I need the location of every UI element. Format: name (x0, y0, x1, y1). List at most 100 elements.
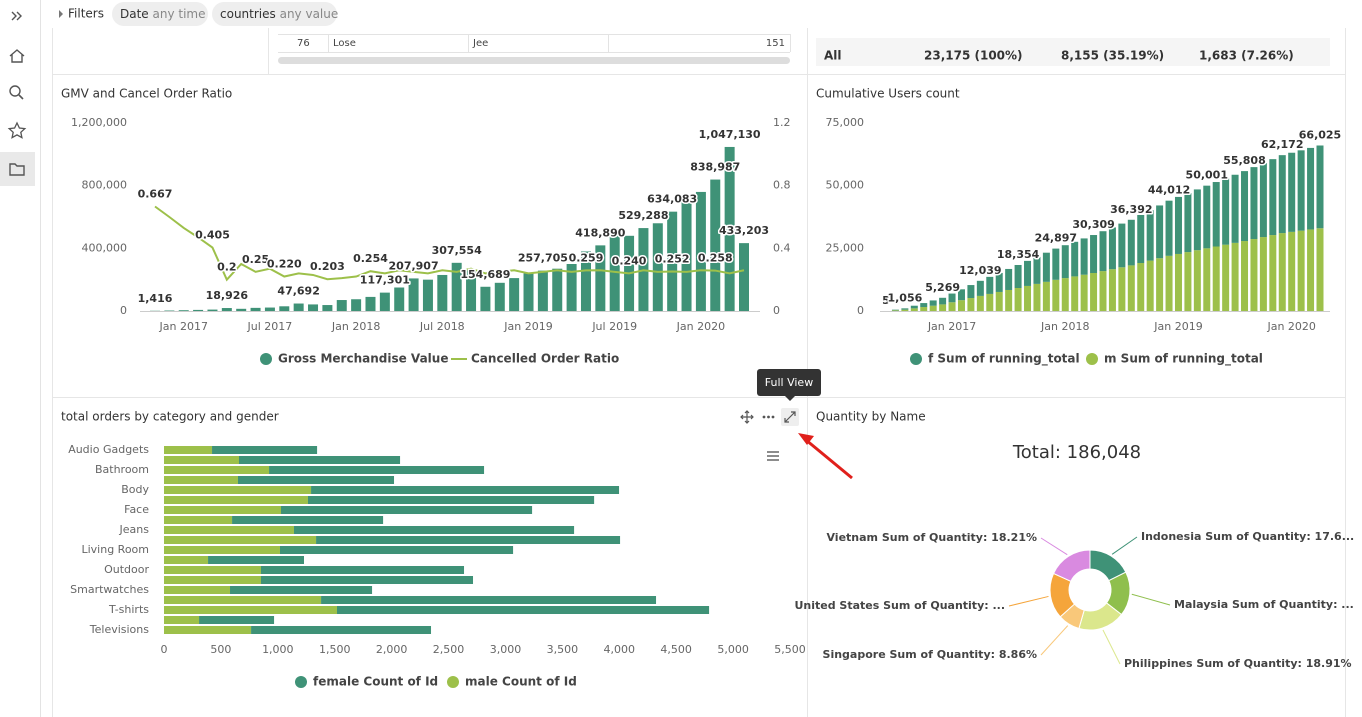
tooltip (757, 369, 821, 396)
bar-segment (164, 566, 261, 574)
bar-segment (199, 616, 275, 624)
data-label: 0.203 (310, 260, 345, 273)
bar-segment (1108, 269, 1116, 311)
bar (264, 307, 275, 311)
legend-marker (1086, 353, 1098, 365)
bar-segment (1061, 278, 1069, 311)
bar-segment (1033, 283, 1041, 311)
filters-label[interactable]: Filters (68, 7, 104, 21)
search-icon[interactable] (9, 85, 24, 100)
bar-segment (164, 456, 240, 464)
x-tick-label: 4,000 (604, 643, 636, 656)
bar-segment (1156, 205, 1164, 259)
chip-text[interactable]: countries any value (220, 7, 338, 21)
legend-label: f Sum of running_total (928, 352, 1080, 367)
bar-segment (311, 486, 620, 494)
expand-icon[interactable] (11, 11, 22, 21)
sidebar (0, 0, 40, 717)
bar-segment (1165, 255, 1173, 311)
total: Total: 186,048 (1012, 442, 1141, 463)
x-tick-label: 4,500 (660, 643, 692, 656)
scrollbar[interactable] (278, 57, 790, 64)
bar (207, 309, 218, 311)
bar (236, 308, 247, 311)
bar-segment (1099, 231, 1107, 272)
bar-segment (1193, 250, 1201, 311)
chip-value[interactable]: any value (280, 7, 339, 21)
bar-segment (1212, 182, 1220, 247)
bar-segment (293, 526, 575, 534)
leader-line (1131, 593, 1171, 606)
bar-segment (920, 307, 928, 311)
bar-segment (164, 556, 209, 564)
bar (739, 243, 749, 311)
y-tick-label: 25,000 (826, 241, 865, 254)
y-tick-label: Jeans (119, 523, 150, 536)
bar-segment (1005, 268, 1013, 290)
bar (408, 278, 419, 311)
y-tick-label: Outdoor (104, 563, 149, 576)
bar-segment (1052, 279, 1060, 311)
bar-segment (1014, 264, 1022, 288)
chip-value[interactable]: any time (153, 7, 206, 21)
bar-segment (1269, 159, 1277, 236)
chip-name[interactable]: countries (220, 7, 276, 21)
filter-caret[interactable] (59, 10, 63, 18)
more-icon[interactable] (762, 415, 775, 419)
bar-segment (1014, 287, 1022, 311)
bar-segment (910, 308, 918, 311)
bar-segment (1033, 256, 1041, 284)
chip-text[interactable]: Date any time (120, 7, 206, 21)
tooltip-pointer (785, 396, 795, 401)
bar-segment (1193, 189, 1201, 251)
y-tick-label: Face (124, 503, 149, 516)
bar-segment (1288, 231, 1296, 311)
leader-line (1008, 595, 1049, 607)
y-tick-label: 1,200,000 (71, 116, 127, 129)
bar-segment (164, 606, 338, 614)
chart-title: Cumulative Users count (816, 87, 960, 101)
leader-line (1111, 536, 1138, 555)
bar-segment (1259, 237, 1267, 311)
chart-menu-icon[interactable] (767, 451, 779, 461)
bar-segment (164, 526, 294, 534)
full-view-icon[interactable] (784, 411, 796, 423)
bar-segment (1174, 196, 1182, 254)
tooltip-text: Full View (765, 376, 813, 389)
move-icon[interactable] (740, 410, 754, 424)
bar-segment (1108, 227, 1116, 270)
bar (365, 296, 376, 311)
bar-segment (939, 297, 947, 305)
filter-chip[interactable] (112, 2, 208, 26)
x-tick-label: 3,500 (547, 643, 579, 656)
bar-segment (1099, 271, 1107, 311)
bar-segment (1052, 248, 1060, 280)
bar-segment (1222, 244, 1230, 311)
bar-segment (995, 272, 1003, 292)
legend-label: female Count of Id (313, 675, 438, 689)
chip-name[interactable]: Date (120, 7, 149, 21)
data-label: 47,692 (277, 285, 319, 298)
bar (322, 305, 333, 311)
slice-label: Vietnam Sum of Quantity: 18.21% (826, 531, 1037, 544)
x-tick-label: Jan 2018 (331, 320, 380, 333)
x-tick-label: 3,000 (490, 643, 522, 656)
bar-segment (164, 536, 317, 544)
bar-segment (1024, 285, 1032, 311)
bar-segment (1278, 155, 1286, 234)
x-tick-label: 5,000 (717, 643, 749, 656)
slice-label: United States Sum of Quantity: ... (794, 599, 1005, 612)
data-label: 0.252 (655, 253, 690, 266)
bar (293, 303, 304, 311)
star-icon[interactable] (7, 121, 27, 139)
bar-segment (164, 576, 261, 584)
line (154, 205, 745, 282)
bar (193, 309, 204, 311)
home-icon[interactable] (9, 49, 25, 63)
folder-icon[interactable] (9, 163, 25, 176)
bar (221, 308, 232, 311)
bar-segment (1042, 252, 1050, 282)
filter-chip[interactable] (212, 2, 337, 26)
bar (537, 270, 548, 311)
bar-segment (957, 289, 965, 301)
